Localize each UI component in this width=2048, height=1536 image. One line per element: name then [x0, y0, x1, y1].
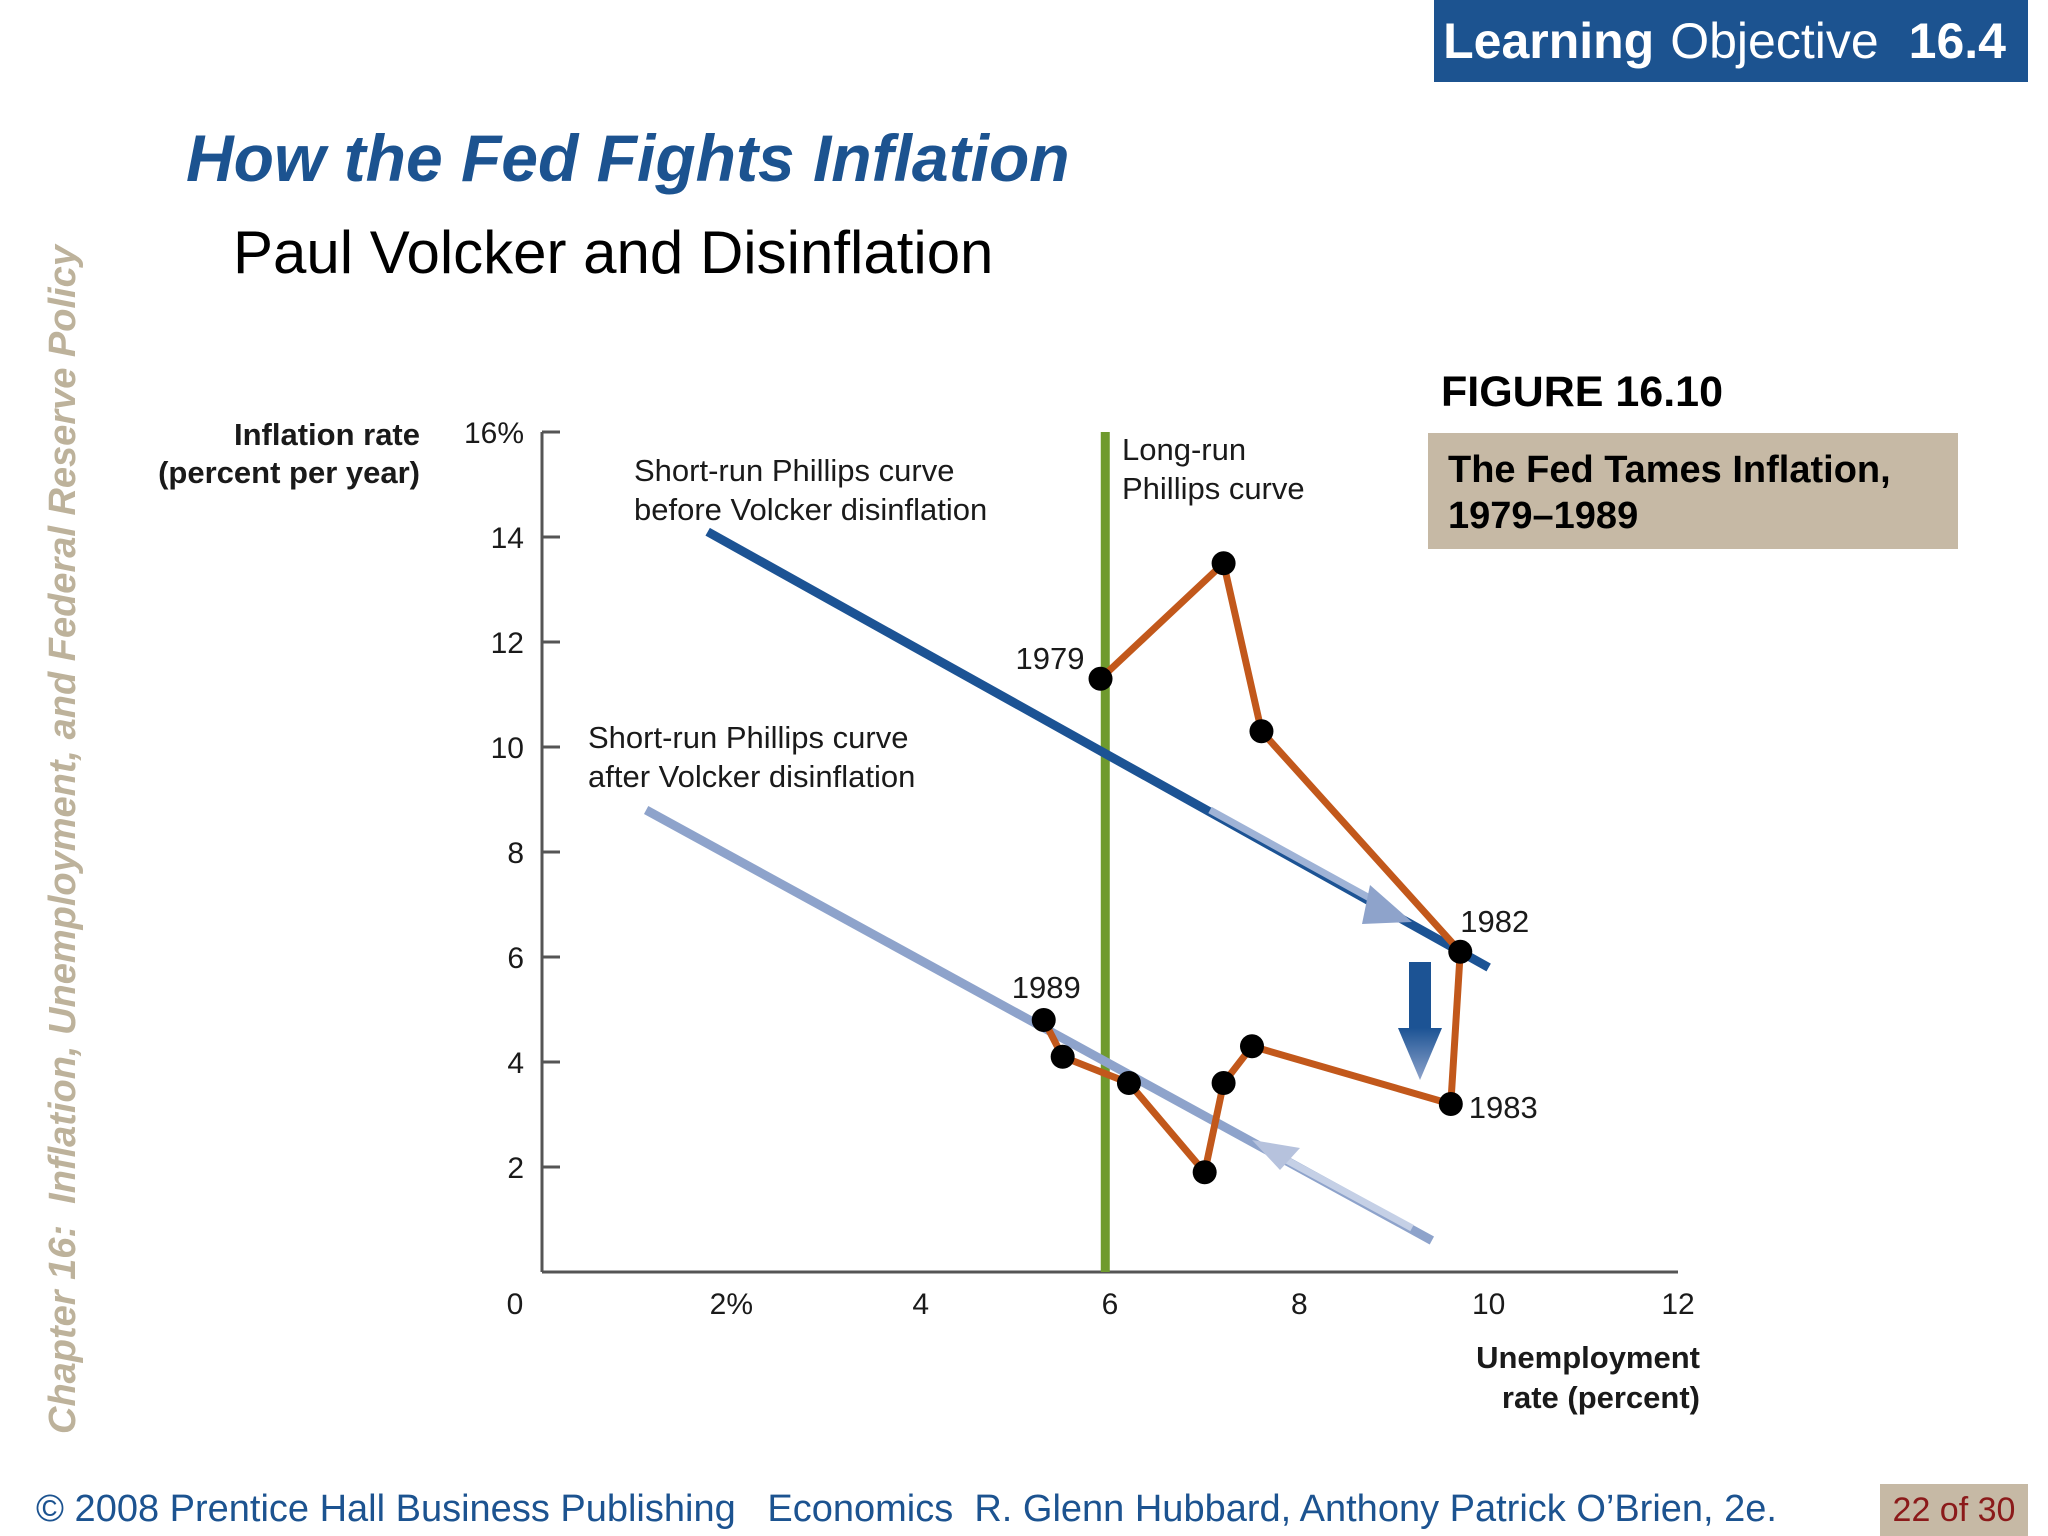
year-label-1983: 1983 [1469, 1090, 1538, 1125]
x-tick-label: 10 [1472, 1288, 1505, 1321]
data-point [1211, 551, 1236, 576]
phillips-curve-chart: 2 4 6 8 10 12 14 16% 0 2% 4 6 8 10 12 Inflation rate(p… [158, 417, 1700, 1415]
x-tick-label: 12 [1661, 1288, 1694, 1321]
x-tick-label: 4 [912, 1288, 929, 1321]
movement-arrowhead-up-curve [1252, 1140, 1300, 1170]
badge-prefix: Learning [1443, 13, 1655, 69]
short-run-before-label: Short-run Phillips curve [634, 453, 954, 488]
x-tick-label: 2% [710, 1288, 753, 1321]
data-point [1249, 719, 1274, 744]
x-tick-label: 6 [1102, 1288, 1119, 1321]
movement-arrowhead-down-curve [1362, 885, 1412, 924]
figure-label: FIGURE 16.10 [1441, 368, 1723, 416]
badge-word: Objective [1670, 13, 1879, 69]
y-tick-label: 16% [464, 417, 524, 450]
short-run-before-label-line2: before Volcker disinflation [634, 492, 987, 527]
curves-group [643, 432, 1491, 1272]
figure-caption-line2: 1979–1989 [1448, 495, 1639, 537]
data-path-group [1031, 551, 1473, 1185]
y-tick-label: 10 [491, 732, 524, 765]
figure-caption: The Fed Tames Inflation, 1979–1989 [1428, 433, 1958, 549]
year-label-1982: 1982 [1460, 904, 1529, 939]
x-axis-title-line2: rate (percent) [1502, 1380, 1700, 1415]
movement-arrows-group [1208, 806, 1442, 1232]
learning-objective-badge: Learning Objective 16.4 [1434, 0, 2028, 82]
y-tick-label: 4 [507, 1047, 524, 1080]
x-tick-label: 8 [1291, 1288, 1308, 1321]
data-point [1211, 1071, 1236, 1095]
y-tick-label: 8 [507, 837, 524, 870]
data-point [1448, 939, 1473, 964]
badge-number: 16.4 [1908, 13, 2006, 69]
page-number: 22 of 30 [1880, 1484, 2028, 1536]
long-run-curve-label-line2: Phillips curve [1122, 471, 1305, 506]
data-point [1031, 1008, 1056, 1032]
y-tick-label: 6 [507, 942, 524, 975]
movement-arrow-shift-shaft [1409, 962, 1431, 1032]
slide-subtitle: Paul Volcker and Disinflation [233, 219, 994, 286]
data-point [1116, 1071, 1141, 1095]
y-tick-label: 2 [507, 1152, 524, 1185]
movement-arrow-up-curve [1266, 1146, 1414, 1232]
x-tick-label: 0 [507, 1288, 524, 1321]
y-tick-label: 12 [491, 627, 524, 660]
data-point [1050, 1044, 1075, 1069]
slide-title: How the Fed Fights Inflation [186, 121, 1070, 195]
long-run-curve-label: Long-run [1122, 432, 1246, 467]
movement-arrow-shift-head [1398, 1028, 1442, 1080]
data-point [1088, 666, 1113, 691]
data-point [1438, 1092, 1463, 1116]
movement-arrow-down-curve [1208, 806, 1397, 916]
footer-copyright: © 2008 Prentice Hall Business Publishing… [36, 1488, 1777, 1530]
year-label-1979: 1979 [1016, 641, 1085, 676]
figure-caption-line1: The Fed Tames Inflation, [1448, 449, 1891, 491]
x-axis-title: Unemployment [1476, 1340, 1700, 1375]
year-label-1989: 1989 [1012, 970, 1081, 1005]
axes-group: 2 4 6 8 10 12 14 16% 0 2% 4 6 8 10 12 [464, 417, 1695, 1321]
chart-labels-group: Inflation rate(percent per year) Unemploy… [158, 417, 1700, 1415]
y-tick-label: 14 [491, 522, 524, 555]
short-run-after-label: Short-run Phillips curve [588, 720, 908, 755]
short-run-after-label-line2: after Volcker disinflation [588, 759, 915, 794]
data-point [1192, 1160, 1217, 1185]
data-point [1240, 1034, 1264, 1059]
y-axis-title: Inflation rate [234, 417, 420, 452]
y-axis-title-line2: (percent per year) [158, 455, 420, 490]
